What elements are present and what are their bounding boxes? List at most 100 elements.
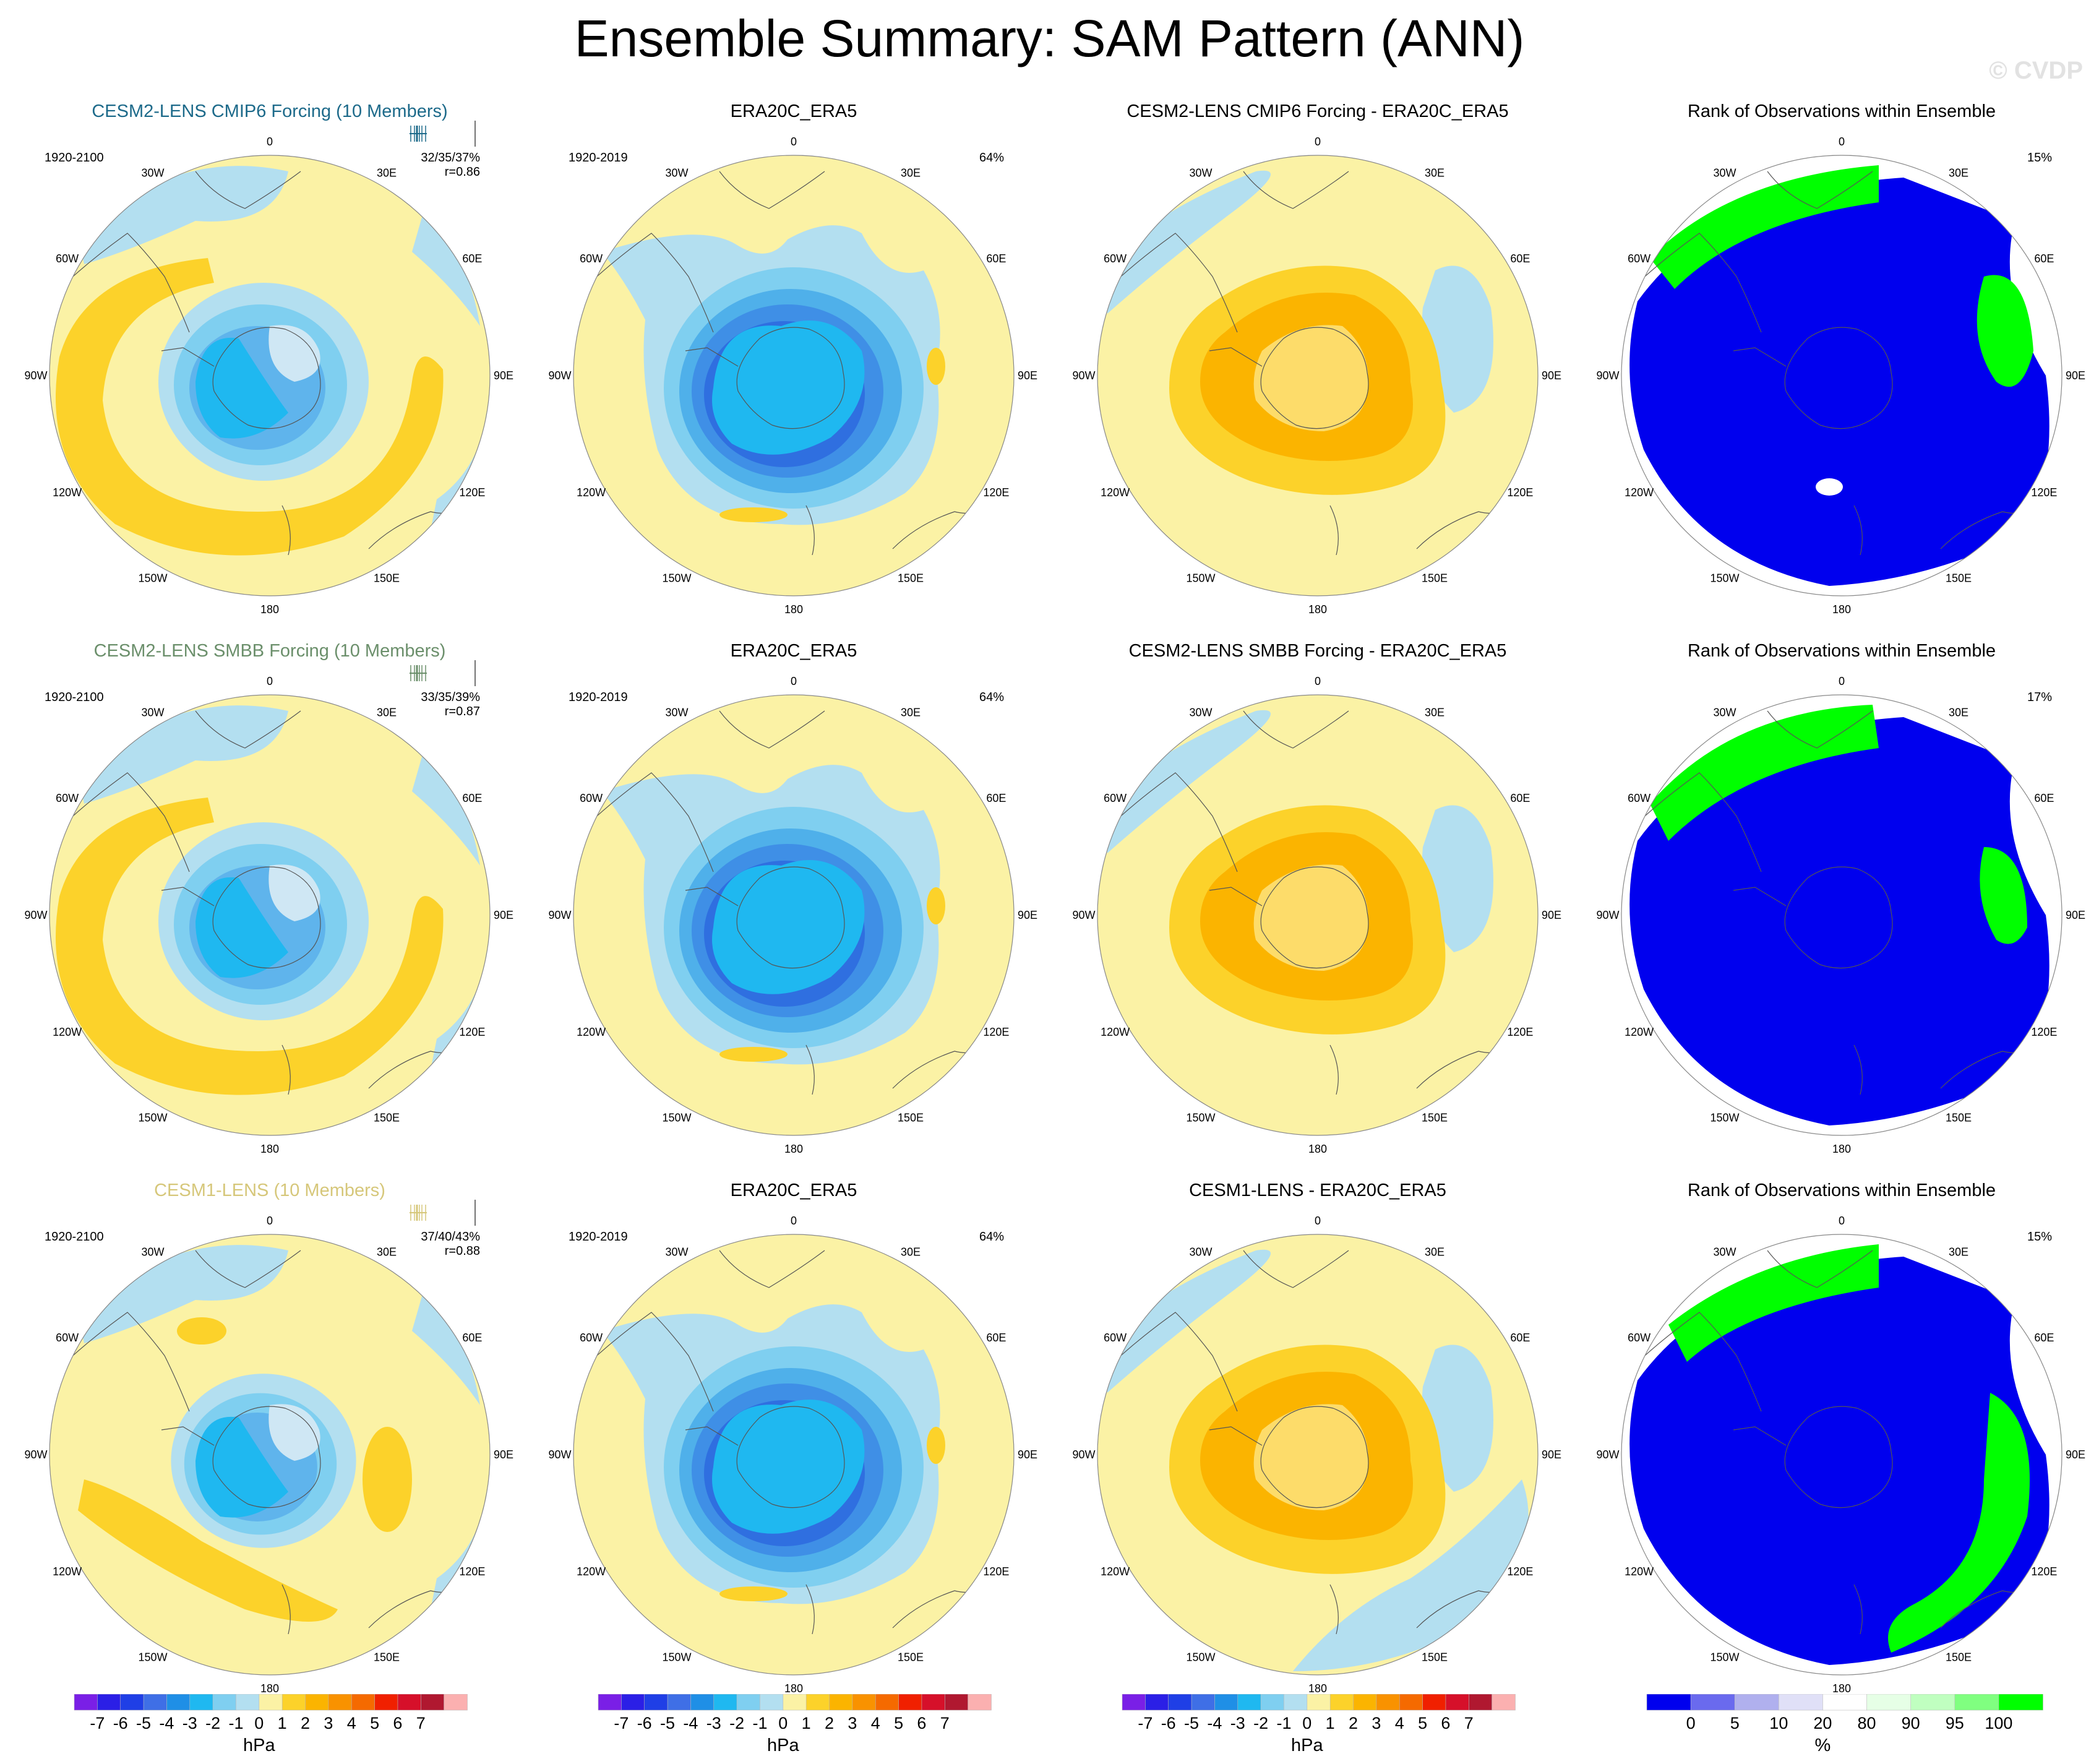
lon-label-120W: 120W <box>1101 486 1130 499</box>
lon-label-150W: 150W <box>138 572 167 584</box>
stat-value: 15% <box>2027 151 2052 165</box>
heatmap-field <box>1621 155 2062 596</box>
heatmap-field <box>1621 695 2062 1135</box>
colorbar-tick-label: 5 <box>370 1714 379 1732</box>
south-america-coastline <box>1101 1312 1238 1412</box>
rank-high-region <box>1980 847 2027 944</box>
lon-label-90E: 90E <box>494 909 513 921</box>
rank-high-region <box>1977 275 2033 387</box>
colorbar-box <box>351 1694 376 1711</box>
panel-title: CESM1-LENS (10 Members) <box>154 1181 385 1200</box>
positive-anomaly-region <box>927 887 945 924</box>
lon-label-120E: 120E <box>459 486 485 499</box>
negative-anomaly-region <box>1101 710 1271 853</box>
lon-label-60W: 60W <box>580 792 603 804</box>
lon-label-0: 0 <box>791 675 797 687</box>
map-border <box>49 694 491 1136</box>
figure-title: Ensemble Summary: SAM Pattern (ANN) <box>574 9 1525 67</box>
antarctic-peninsula-coastline <box>1209 1426 1263 1446</box>
colorbar-box <box>875 1694 899 1711</box>
colorbar-box <box>1866 1694 1912 1711</box>
new-zealand-coastline <box>1853 1044 1863 1095</box>
new-zealand-coastline <box>1853 1584 1863 1635</box>
africa-coastline <box>719 710 825 749</box>
period-label: 1920-2100 <box>45 151 104 165</box>
antarctic-peninsula-coastline <box>1733 1426 1787 1446</box>
colorbar-tick-label: 4 <box>1395 1714 1404 1732</box>
lon-label-60E: 60E <box>462 792 482 804</box>
colorbar-tick-label: -3 <box>1230 1714 1245 1732</box>
positive-anomaly-region <box>412 1288 480 1405</box>
panel-title: Rank of Observations within Ensemble <box>1687 101 1996 121</box>
colorbar-box <box>97 1694 121 1711</box>
colorbar-tick-label: 6 <box>1441 1714 1450 1732</box>
colorbar-tick-label: -2 <box>1253 1714 1268 1732</box>
colorbar-tick-label: 2 <box>301 1714 310 1732</box>
new-zealand-coastline <box>281 505 291 556</box>
lon-label-180: 180 <box>260 1143 279 1155</box>
map-border <box>573 1234 1015 1676</box>
colorbar-tick-label: -2 <box>205 1714 220 1732</box>
antarctica-coastline <box>1260 327 1369 429</box>
colorbar-tick-label: -7 <box>614 1714 629 1732</box>
lon-label-120E: 120E <box>459 1565 485 1578</box>
lon-label-30W: 30W <box>1713 1246 1736 1258</box>
positive-anomaly-region <box>412 748 480 866</box>
panel-title: ERA20C_ERA5 <box>730 641 857 661</box>
lon-label-30E: 30E <box>1425 1246 1444 1258</box>
lon-label-30W: 30W <box>1189 1246 1212 1258</box>
panel-title: Rank of Observations within Ensemble <box>1687 1181 1996 1200</box>
lon-label-180: 180 <box>784 1143 803 1155</box>
lon-label-90W: 90W <box>24 1448 47 1461</box>
heatmap-field <box>1097 695 1538 1135</box>
africa-coastline <box>1243 710 1349 749</box>
lon-label-90W: 90W <box>24 369 47 382</box>
colorbar-box <box>189 1694 213 1711</box>
lon-label-0: 0 <box>267 136 273 148</box>
lon-label-60E: 60E <box>1510 1332 1530 1344</box>
lon-label-150E: 150E <box>1946 1651 1972 1663</box>
lon-label-60E: 60E <box>462 252 482 265</box>
lon-label-150W: 150W <box>662 1111 691 1124</box>
polar-weak-region <box>268 864 320 921</box>
colorbar-box <box>120 1694 144 1711</box>
period-label: 1920-2100 <box>45 691 104 704</box>
period-label: 1920-2019 <box>569 151 628 165</box>
lon-label-60W: 60W <box>1104 1332 1127 1344</box>
lon-label-90W: 90W <box>1072 369 1095 382</box>
polar-weak-region <box>268 325 320 382</box>
lon-label-30E: 30E <box>901 167 921 179</box>
lon-label-150W: 150W <box>138 1111 167 1124</box>
south-america-coastline <box>1101 233 1238 333</box>
rank-high-region <box>1888 1393 2030 1653</box>
lon-label-90E: 90E <box>1542 1448 1561 1461</box>
colorbar-tick-label: 0 <box>254 1714 264 1732</box>
lon-label-150E: 150E <box>1946 572 1972 584</box>
colorbar-unit-label: hPa <box>767 1736 799 1755</box>
map-panel-2-3: 0 30E 60E 90E 120E 150E 180 150W 120W 90W 60W 30W <box>1596 1215 2085 1695</box>
map-border <box>1097 1234 1539 1676</box>
lon-label-60W: 60W <box>580 1332 603 1344</box>
polar-negative-core <box>195 337 288 439</box>
colorbar-box <box>1910 1694 1955 1711</box>
lon-label-30E: 30E <box>1949 167 1968 179</box>
antarctic-peninsula-coastline <box>1733 887 1787 906</box>
colorbar-box <box>1214 1694 1238 1711</box>
heatmap-field <box>1621 1234 2062 1675</box>
map-panel-2-0: 0 30E 60E 90E 120E 150E 180 150W 120W 90W 60W 30W <box>24 1215 513 1695</box>
lon-label-90E: 90E <box>2066 909 2085 921</box>
lon-label-60W: 60W <box>1104 252 1127 265</box>
antarctic-peninsula-coastline <box>685 887 739 906</box>
colorbar-tick-label: 3 <box>1371 1714 1381 1732</box>
lon-label-180: 180 <box>1308 1682 1327 1695</box>
period-label: 1920-2019 <box>569 691 628 704</box>
lon-label-30E: 30E <box>377 167 397 179</box>
map-panel-1-0: 0 30E 60E 90E 120E 150E 180 150W 120W 90W 60W 30W <box>24 675 513 1155</box>
colorbar-box <box>944 1694 969 1711</box>
colorbar-1: -7 -6 -5 -4 -3 -2 -1 0 1 2 3 4 5 6 7 hPa <box>598 1694 992 1755</box>
lon-label-150W: 150W <box>1186 1111 1215 1124</box>
lon-label-90W: 90W <box>548 1448 571 1461</box>
colorbar-tick-label: 100 <box>1985 1714 2012 1732</box>
lon-label-150E: 150E <box>374 1111 400 1124</box>
lon-label-90W: 90W <box>548 909 571 921</box>
